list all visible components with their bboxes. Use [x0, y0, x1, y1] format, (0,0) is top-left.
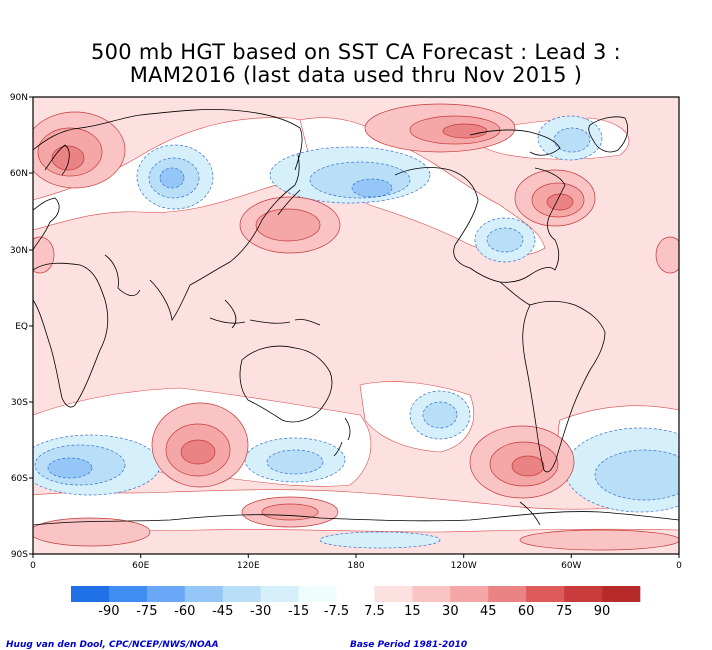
colorbar-swatch [526, 586, 565, 602]
lat-axis [29, 96, 33, 555]
colorbar-label: 45 [479, 604, 497, 619]
negative-anomaly-regions [33, 115, 679, 549]
colorbar-swatch [298, 586, 337, 602]
colorbar-label: -60 [174, 604, 196, 619]
colorbar-swatch [450, 586, 489, 602]
colorbar-swatch [71, 586, 110, 602]
lon-label-120e: 120E [237, 561, 260, 571]
colorbar-swatch [184, 586, 224, 602]
colorbar-swatch [488, 586, 527, 602]
lat-label-90n: 90N [10, 93, 28, 103]
lon-label-60e: 60E [132, 561, 149, 571]
colorbar-label: 7.5 [364, 604, 385, 619]
colorbar-swatch [412, 586, 451, 602]
lon-axis [32, 554, 680, 558]
colorbar-swatch [602, 586, 641, 602]
lat-label-90s: 90S [11, 550, 28, 560]
colorbar-label: 90 [593, 604, 611, 619]
credit-base-period: Base Period 1981-2010 [350, 640, 468, 650]
colorbar-label: -75 [136, 604, 158, 619]
colorbar-label: -15 [287, 604, 310, 619]
colorbar-label: -7.5 [323, 604, 350, 619]
lat-label-eq: EQ [15, 322, 28, 332]
lon-label-0-right: 0 [676, 561, 682, 571]
lat-label-60n: 60N [10, 169, 28, 179]
lon-label-120w: 120W [451, 561, 477, 571]
colorbar-label: 30 [442, 604, 459, 619]
colorbar-swatch [146, 586, 186, 602]
coastlines [33, 109, 679, 526]
lat-label-60s: 60S [11, 474, 28, 484]
colorbar-label: -30 [250, 604, 272, 619]
colorbar-label: -90 [98, 604, 120, 619]
colorbar-swatch [336, 586, 375, 602]
lon-label-0-left: 0 [30, 561, 36, 571]
colorbar-label: -45 [212, 604, 234, 619]
lon-label-180: 180 [347, 561, 364, 571]
colorbar-swatch [564, 586, 603, 602]
colorbar-swatch [260, 586, 299, 602]
chart-title-line1: 500 mb HGT based on SST CA Forecast : Le… [90, 40, 622, 64]
lat-label-30s: 30S [11, 398, 28, 408]
chart-title-line2: MAM2016 (last data used thru Nov 2015 ) [129, 63, 583, 87]
colorbar-swatch [108, 586, 148, 602]
colorbar-label: 15 [404, 604, 421, 619]
colorbar [71, 586, 641, 602]
colorbar-label: 60 [517, 604, 535, 619]
lon-label-60w: 60W [561, 561, 581, 571]
colorbar-swatch [222, 586, 261, 602]
colorbar-swatch [374, 586, 413, 602]
positive-anomaly-regions [33, 103, 679, 551]
credit-author: Huug van den Dool, CPC/NCEP/NWS/NOAA [6, 640, 219, 650]
lat-label-30n: 30N [10, 246, 28, 256]
colorbar-label: 75 [555, 604, 573, 619]
